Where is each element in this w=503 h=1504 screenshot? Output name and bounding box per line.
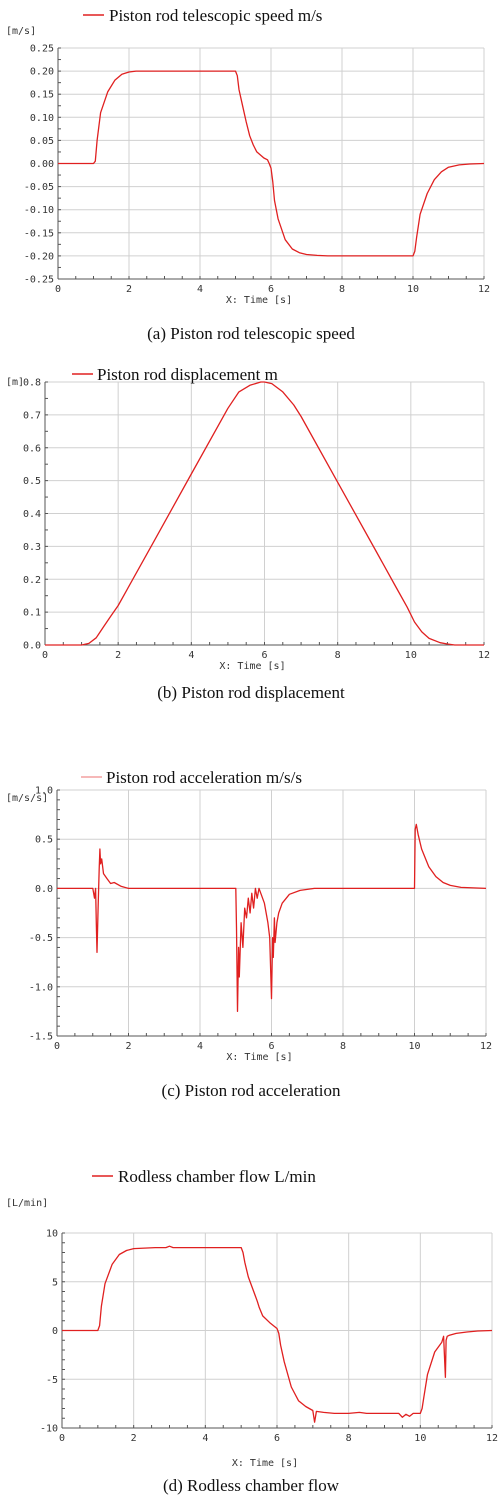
y-tick-label: -1.5 <box>29 1032 53 1043</box>
y-tick-label: -1.0 <box>29 982 53 993</box>
x-tick-label: 8 <box>339 284 345 295</box>
y-tick-label: 0.0 <box>35 884 53 895</box>
x-tick-label: 12 <box>478 650 490 661</box>
x-tick-label: 8 <box>335 650 341 661</box>
y-tick-label: -0.10 <box>24 205 54 216</box>
x-tick-label: 6 <box>268 284 274 295</box>
x-tick-label: 2 <box>126 284 132 295</box>
x-tick-label: 10 <box>414 1433 426 1444</box>
x-tick-label: 2 <box>115 650 121 661</box>
y-tick-label: -0.15 <box>24 228 54 239</box>
x-axis-label: X: Time [s] <box>232 1458 298 1469</box>
series-line <box>57 823 487 1013</box>
y-tick-label: 0.8 <box>23 378 41 389</box>
y-tick-label: 0.3 <box>23 542 41 553</box>
series-line <box>62 1245 493 1423</box>
y-tick-label: -0.25 <box>24 275 54 286</box>
chart-caption: (c) Piston rod acceleration <box>162 1081 341 1100</box>
x-tick-label: 6 <box>274 1433 280 1444</box>
series-line <box>45 381 484 646</box>
x-tick-label: 12 <box>478 284 490 295</box>
chart-panel-3: -1.5 -1.0 -0.5 0.0 0.5 1.0 0 2 4 6 8 10 12 [m/s/s] X: … <box>6 768 492 1100</box>
y-unit-label: [m/s/s] <box>6 793 48 804</box>
y-unit-label: [m/s] <box>6 26 36 37</box>
x-tick-label: 0 <box>42 650 48 661</box>
y-tick-label: 0.00 <box>30 159 54 170</box>
x-tick-label: 10 <box>407 284 419 295</box>
legend-entry: Piston rod telescopic speed m/s <box>109 6 322 25</box>
x-tick-label: 2 <box>125 1041 131 1052</box>
x-tick-label: 12 <box>480 1041 492 1052</box>
y-tick-label: 0.05 <box>30 136 54 147</box>
y-tick-label: -0.5 <box>29 933 53 944</box>
chart-caption: (d) Rodless chamber flow <box>163 1476 340 1495</box>
y-tick-label: -0.05 <box>24 182 54 193</box>
y-tick-label: 0.25 <box>30 44 54 55</box>
y-tick-label: 0.7 <box>23 410 41 421</box>
chart-panel-2: 0.0 0.1 0.2 0.3 0.4 0.5 0.6 0.7 0.8 0 2 4 6 8 10 12 [m] X… <box>6 365 490 702</box>
y-tick-label: 0.1 <box>23 608 41 619</box>
y-tick-label: 0.5 <box>35 835 53 846</box>
chart-panel-4: -10 -5 0 5 10 0 2 4 6 8 10 12 [L/min] X: Time [s] Rodl… <box>6 1167 498 1495</box>
y-unit-label: [L/min] <box>6 1198 48 1209</box>
x-tick-label: 6 <box>261 650 267 661</box>
y-tick-label: 0.4 <box>23 509 41 520</box>
y-tick-label: 10 <box>46 1229 58 1240</box>
y-tick-label: -0.20 <box>24 251 54 262</box>
x-tick-label: 10 <box>408 1041 420 1052</box>
chart-caption: (b) Piston rod displacement <box>157 683 345 702</box>
y-tick-label: -5 <box>46 1375 58 1386</box>
y-tick-label: 0.5 <box>23 476 41 487</box>
x-axis-label: X: Time [s] <box>219 661 285 672</box>
y-tick-label: 0.20 <box>30 67 54 78</box>
y-unit-label: [m] <box>6 377 24 388</box>
y-tick-label: 5 <box>52 1277 58 1288</box>
legend-entry: Piston rod displacement m <box>97 365 278 384</box>
x-tick-label: 0 <box>55 284 61 295</box>
x-tick-label: 0 <box>59 1433 65 1444</box>
y-tick-label: 0.0 <box>23 641 41 652</box>
series-line <box>58 70 485 257</box>
x-axis-label: X: Time [s] <box>226 295 292 306</box>
x-tick-label: 8 <box>346 1433 352 1444</box>
x-axis-label: X: Time [s] <box>226 1052 292 1063</box>
x-tick-label: 8 <box>340 1041 346 1052</box>
y-tick-label: 0.15 <box>30 90 54 101</box>
legend-entry: Piston rod acceleration m/s/s <box>106 768 302 787</box>
x-tick-label: 4 <box>202 1433 208 1444</box>
chart-caption: (a) Piston rod telescopic speed <box>147 324 355 343</box>
x-tick-label: 4 <box>197 284 203 295</box>
x-tick-label: 12 <box>486 1433 498 1444</box>
x-tick-label: 4 <box>188 650 194 661</box>
y-tick-label: -10 <box>40 1424 58 1435</box>
y-tick-label: 0.2 <box>23 575 41 586</box>
x-tick-label: 0 <box>54 1041 60 1052</box>
x-tick-label: 10 <box>405 650 417 661</box>
x-tick-label: 2 <box>131 1433 137 1444</box>
y-tick-label: 0.6 <box>23 443 41 454</box>
chart-panel-1: -0.25 -0.20 -0.15 -0.10 -0.05 0.00 0.05 0.10 0.1… <box>6 6 490 343</box>
y-tick-label: 1.0 <box>35 786 53 797</box>
x-tick-label: 4 <box>197 1041 203 1052</box>
y-tick-label: 0.10 <box>30 113 54 124</box>
y-tick-label: 0 <box>52 1326 58 1337</box>
legend-entry: Rodless chamber flow L/min <box>118 1167 316 1186</box>
x-tick-label: 6 <box>268 1041 274 1052</box>
